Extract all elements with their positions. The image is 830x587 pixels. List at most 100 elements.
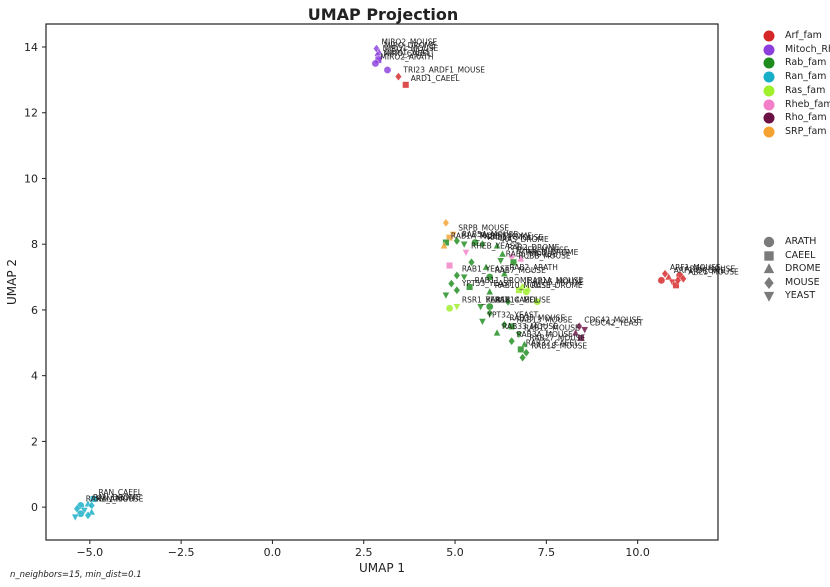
data-point-label: RAP1A_MOUSE: [528, 276, 584, 285]
data-point-label: RAB18_CAEEL: [486, 296, 539, 305]
x-tick-label: 0.0: [264, 546, 282, 559]
data-point-label: RAN_MOUSE: [97, 494, 144, 503]
data-point-label: RAB7_MOUSE: [495, 266, 546, 275]
data-point: [446, 234, 454, 242]
data-point-label: RUBB_MOUSE: [518, 251, 570, 260]
data-point: [462, 249, 470, 257]
legend-marker: [763, 292, 775, 303]
data-point-label: RAB1_YEAST: [462, 264, 510, 273]
y-tick-label: 2: [31, 435, 38, 448]
data-point: [440, 241, 449, 249]
legend-marker: [763, 236, 775, 248]
legend-label: YEAST: [785, 290, 816, 302]
legend-swatch: [763, 112, 775, 124]
legend-label: DROME: [785, 263, 821, 275]
data-point: [519, 353, 527, 363]
data-point-label: RAB27_MOUSE: [529, 333, 585, 342]
data-point: [447, 279, 455, 289]
data-point: [498, 249, 507, 258]
y-tick-label: 4: [31, 370, 38, 383]
data-point: [510, 258, 517, 266]
data-point: [478, 318, 487, 326]
data-point: [533, 297, 542, 306]
legend-label: Ras_fam: [785, 84, 826, 96]
x-tick-label: −2.5: [168, 546, 195, 559]
legend-marker: [764, 250, 774, 261]
data-point: [482, 262, 491, 271]
data-point-label: RAB11_MOUSE: [487, 233, 543, 242]
data-point-label: KRAS_MOUSE: [533, 278, 584, 287]
data-point: [453, 270, 461, 280]
legend-swatch: [763, 99, 775, 110]
data-point-label: RAB32_CAEEL: [526, 338, 579, 347]
legend-marker: [763, 263, 775, 274]
data-point: [520, 340, 529, 348]
legend-swatch: [763, 30, 775, 42]
data-point-label: RAB2_DROME: [508, 243, 560, 252]
data-point-label: CDC42_YEAST: [590, 319, 644, 328]
legend-swatch: [764, 250, 774, 261]
data-point-labels: MIRO2_MOUSEMIRO_DROMEMIRO1_MOUSEGEM1_YEA…: [86, 38, 739, 504]
data-point: [516, 254, 525, 263]
data-point-label: RAB35_MOUSE: [509, 314, 565, 323]
x-tick-label: −5.0: [76, 546, 103, 559]
data-points: [71, 44, 687, 522]
legend-marker: [763, 71, 775, 83]
data-point-label: RAB18_MOUSE: [531, 342, 587, 351]
legend-marker: [763, 57, 775, 69]
plot-area: [45, 23, 719, 541]
data-point-label: RSR1_YEAST: [462, 296, 510, 305]
data-point-label: TRI23_ARDF1_MOUSE: [402, 66, 485, 75]
y-tick-label: 8: [31, 238, 38, 251]
data-point-label: RHEB_DROME: [526, 248, 579, 257]
data-point-label: RAN_CAEEL: [98, 488, 142, 497]
data-point-label: YPT53_YEAST: [461, 279, 513, 288]
legend-swatch: [763, 236, 775, 248]
data-point: [441, 292, 450, 300]
data-point-label: RAB33_MOUSE: [502, 322, 558, 331]
data-point-label: MIRO_DROME: [384, 41, 436, 50]
data-point-label: RAB12_MOUSE: [524, 324, 580, 333]
legend-label: Rheb_fam: [785, 98, 830, 110]
y-tick-label: 6: [31, 304, 38, 317]
legend-label: Rho_fam: [785, 112, 827, 124]
data-point: [402, 81, 410, 89]
data-point-label: RAB14_MOUSE: [495, 296, 551, 305]
data-point: [76, 509, 85, 518]
data-point: [485, 287, 494, 295]
data-point-label: CDC42_MOUSE: [584, 315, 641, 324]
legend-swatch: [763, 263, 775, 274]
data-point-label: RAB8_DROME: [480, 232, 532, 241]
data-point: [87, 507, 96, 516]
legend-swatch: [763, 292, 775, 303]
legend-marker: [764, 276, 774, 289]
x-tick-label: 5.0: [446, 546, 464, 559]
data-point: [522, 288, 531, 296]
data-point: [661, 269, 669, 279]
data-point-label: RAS_DROME: [502, 235, 549, 244]
legend-label: Mitoch_Rho: [785, 43, 830, 55]
data-point: [508, 336, 516, 346]
data-point: [446, 262, 454, 270]
legend-swatch: [764, 276, 774, 289]
data-point-label: ARL1_MOUSE: [688, 268, 739, 277]
legend-label: Rab_fam: [785, 57, 827, 69]
data-point: [71, 513, 80, 522]
legend-marker: [763, 112, 775, 124]
data-point: [453, 285, 461, 295]
data-point-label: ARD1_CAEEL: [411, 74, 460, 83]
data-point: [515, 286, 523, 294]
legend-marker: [763, 85, 775, 97]
data-point: [486, 308, 494, 318]
data-point-label: RAB11_DROME: [475, 276, 532, 285]
data-point-label: RAB10_MOUSE: [495, 281, 551, 290]
data-point: [580, 326, 589, 335]
data-point: [445, 304, 454, 313]
data-point: [515, 331, 523, 339]
data-point-label: RAB2_ARATH: [509, 263, 558, 272]
legend-swatch: [763, 44, 775, 56]
y-tick-label: 10: [24, 172, 38, 185]
data-point-label: ARF1_MOUSE: [670, 263, 721, 272]
data-point: [493, 328, 501, 337]
